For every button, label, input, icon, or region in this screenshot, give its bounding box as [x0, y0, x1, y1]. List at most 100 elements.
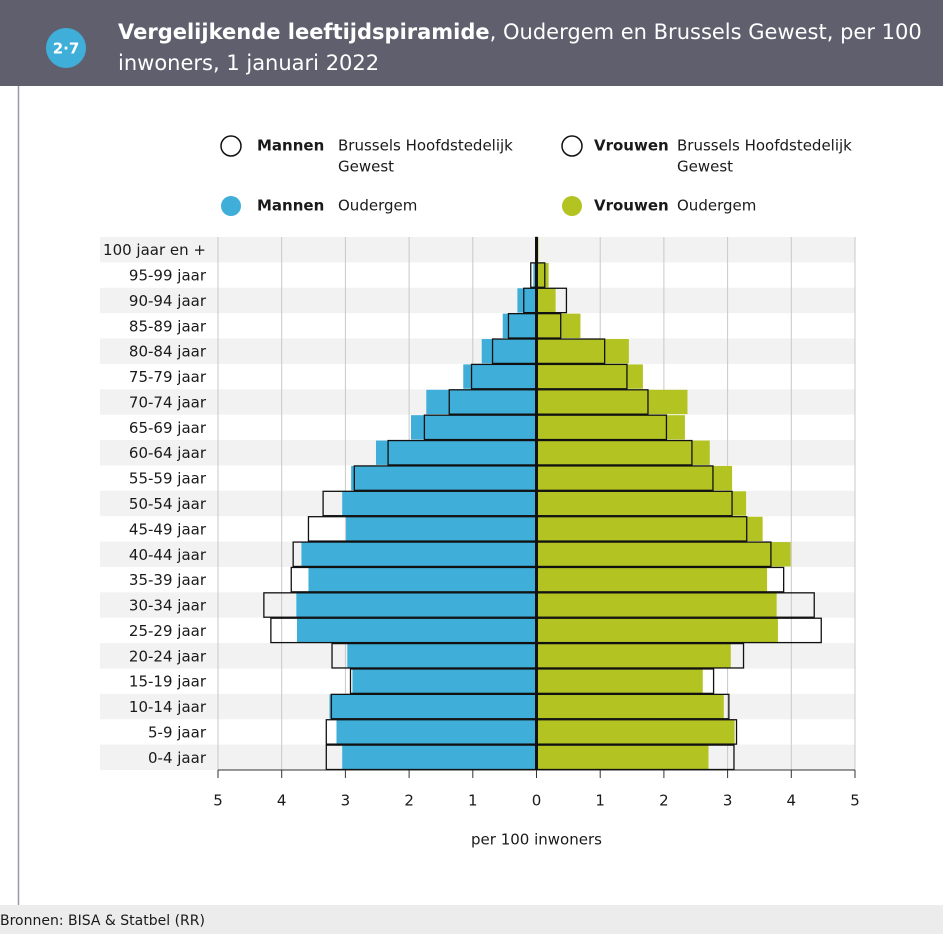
bar — [533, 262, 537, 288]
y-tick-label: 80-84 jaar — [129, 343, 207, 361]
y-tick-label: 85-89 jaar — [129, 317, 207, 335]
y-tick-label: 35-39 jaar — [129, 571, 207, 589]
header-band — [0, 0, 943, 86]
title-rest: , Oudergem en Brussels Gewest, per 100 — [490, 20, 922, 44]
badge-text: 2·7 — [53, 40, 80, 58]
bar — [517, 288, 537, 313]
legend-region: Oudergem — [338, 197, 417, 215]
y-tick-label: 75-79 jaar — [129, 368, 207, 386]
bar — [336, 719, 537, 745]
y-tick-label: 0-4 jaar — [148, 749, 207, 767]
x-tick-label: 1 — [468, 792, 478, 810]
y-tick-label: 95-99 jaar — [129, 267, 207, 285]
bar — [502, 313, 537, 339]
x-tick-label: 2 — [659, 792, 669, 810]
y-tick-label: 40-44 jaar — [129, 546, 207, 564]
x-tick-label: 1 — [595, 792, 605, 810]
bar — [352, 668, 537, 694]
bar — [536, 618, 778, 643]
legend-label: Vrouwen — [594, 137, 669, 155]
legend-region: Brussels Hoofdstedelijk — [338, 137, 513, 155]
bar — [536, 719, 735, 745]
bar — [536, 339, 629, 364]
legend-label: Vrouwen — [594, 197, 669, 215]
footer-band — [0, 905, 943, 934]
y-tick-label: 100 jaar en + — [103, 241, 206, 259]
row-band — [100, 338, 855, 364]
bar — [463, 364, 537, 389]
x-axis-label: per 100 inwoners — [471, 831, 602, 849]
legend-swatch — [221, 196, 241, 216]
bar — [536, 262, 549, 288]
y-tick-label: 10-14 jaar — [129, 698, 207, 716]
bar — [346, 516, 537, 542]
x-tick-label: 3 — [341, 792, 351, 810]
legend-label: Mannen — [257, 197, 324, 215]
title: Vergelijkende leeftijdspiramide, Ouderge… — [118, 20, 922, 44]
bar — [426, 389, 537, 415]
row-band — [100, 237, 855, 263]
legend-region: Oudergem — [677, 197, 756, 215]
legend-region: Gewest — [338, 158, 394, 176]
bar — [536, 567, 768, 592]
bar — [536, 745, 709, 770]
bar — [536, 668, 703, 694]
bar — [342, 491, 537, 516]
y-tick-label: 20-24 jaar — [129, 647, 207, 665]
badge — [46, 28, 86, 68]
x-tick-label: 5 — [213, 792, 223, 810]
y-tick-label: 30-34 jaar — [129, 597, 207, 615]
legend-label: Mannen — [257, 137, 324, 155]
legend-region: Gewest — [677, 158, 733, 176]
bar — [536, 364, 643, 389]
bar — [536, 465, 733, 491]
bar — [296, 618, 537, 643]
bar — [342, 745, 537, 770]
bar — [536, 440, 710, 465]
bar — [536, 643, 731, 668]
bar — [375, 440, 537, 465]
bar — [308, 567, 537, 592]
bar — [329, 694, 537, 719]
x-tick-label: 3 — [723, 792, 733, 810]
bar — [536, 542, 791, 567]
bar — [536, 288, 556, 313]
x-tick-label: 4 — [787, 792, 797, 810]
x-tick-label: 0 — [532, 792, 542, 810]
bar — [536, 592, 777, 618]
bar — [536, 313, 581, 339]
legend-region: Brussels Hoofdstedelijk — [677, 137, 852, 155]
y-tick-label: 90-94 jaar — [129, 292, 207, 310]
title-bold: Vergelijkende leeftijdspiramide — [118, 20, 490, 44]
y-tick-label: 5-9 jaar — [148, 723, 207, 741]
bar — [411, 415, 537, 440]
bar — [301, 542, 537, 567]
legend-swatch — [562, 196, 582, 216]
bar — [536, 389, 688, 415]
y-tick-label: 45-49 jaar — [129, 520, 207, 538]
y-tick-label: 50-54 jaar — [129, 495, 207, 513]
bar — [347, 643, 537, 668]
y-tick-label: 60-64 jaar — [129, 444, 207, 462]
bar — [351, 465, 537, 491]
y-tick-label: 65-69 jaar — [129, 419, 207, 437]
title-line: inwoners, 1 januari 2022 — [118, 51, 379, 75]
y-tick-label: 70-74 jaar — [129, 393, 207, 411]
y-tick-label: 55-59 jaar — [129, 470, 207, 488]
x-tick-label: 2 — [404, 792, 414, 810]
x-tick-label: 4 — [277, 792, 287, 810]
legend-swatch — [561, 135, 583, 157]
bar — [296, 592, 537, 618]
x-tick-label: 5 — [850, 792, 860, 810]
bar — [536, 491, 747, 516]
bar — [536, 516, 763, 542]
bar — [536, 694, 724, 719]
y-tick-label: 15-19 jaar — [129, 673, 207, 691]
bar — [536, 415, 685, 440]
y-tick-label: 25-29 jaar — [129, 622, 207, 640]
source: Bronnen: BISA & Statbel (RR) — [0, 913, 205, 929]
legend-swatch — [220, 135, 242, 157]
row-band — [100, 287, 855, 314]
bar — [481, 339, 537, 364]
